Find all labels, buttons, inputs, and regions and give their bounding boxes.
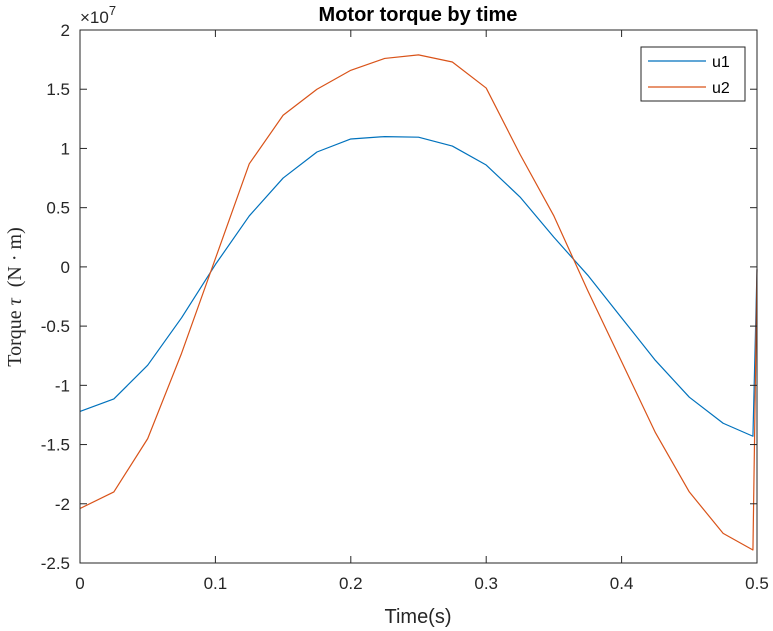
y-tick-label-1: 1.5: [46, 80, 70, 99]
x-axis-title: Time(s): [384, 606, 451, 628]
y-tick-label-7: -1.5: [41, 436, 70, 455]
x-tick-label-4: 0.4: [610, 574, 634, 593]
y-tick-label-0: 2: [61, 21, 70, 40]
legend-label-u2: u2: [712, 80, 730, 97]
y-exponent-power: 7: [109, 3, 116, 18]
y-tick-label-2: 1: [61, 139, 70, 158]
y-tick-label-6: -1: [55, 376, 70, 395]
x-tick-label-5: 0.5: [745, 574, 769, 593]
y-exponent-label: ×107: [80, 3, 116, 27]
x-tick-label-3: 0.3: [474, 574, 498, 593]
y-axis-title-unit: (N · m): [4, 227, 26, 287]
legend-label-u1: u1: [712, 54, 730, 71]
y-axis-title: Torque τ (N · m): [4, 227, 26, 367]
y-tick-label-5: -0.5: [41, 317, 70, 336]
y-tick-label-9: -2.5: [41, 554, 70, 573]
y-tick-label-4: 0: [61, 258, 70, 277]
x-tick-label-1: 0.1: [204, 574, 228, 593]
chart-title: Motor torque by time: [319, 4, 518, 26]
legend: u1 u2: [640, 46, 746, 102]
x-tick-label-2: 0.2: [339, 574, 363, 593]
y-tick-label-3: 0.5: [46, 199, 70, 218]
y-axis-ticks: 2 1.5 1 0.5 0 -0.5 -1 -1.5 -2 -2.5: [41, 21, 757, 573]
legend-box: [640, 46, 746, 102]
y-exponent-base: ×10: [80, 8, 109, 27]
x-tick-label-0: 0: [75, 574, 84, 593]
series-line-u1: [79, 136, 758, 437]
y-tick-label-8: -2: [55, 495, 70, 514]
y-axis-title-symbol: τ: [4, 297, 26, 305]
series-line-u2: [79, 54, 758, 551]
plot-area: [79, 54, 758, 551]
axes-box: [79, 29, 758, 564]
y-axis-title-word: Torque: [4, 310, 26, 366]
